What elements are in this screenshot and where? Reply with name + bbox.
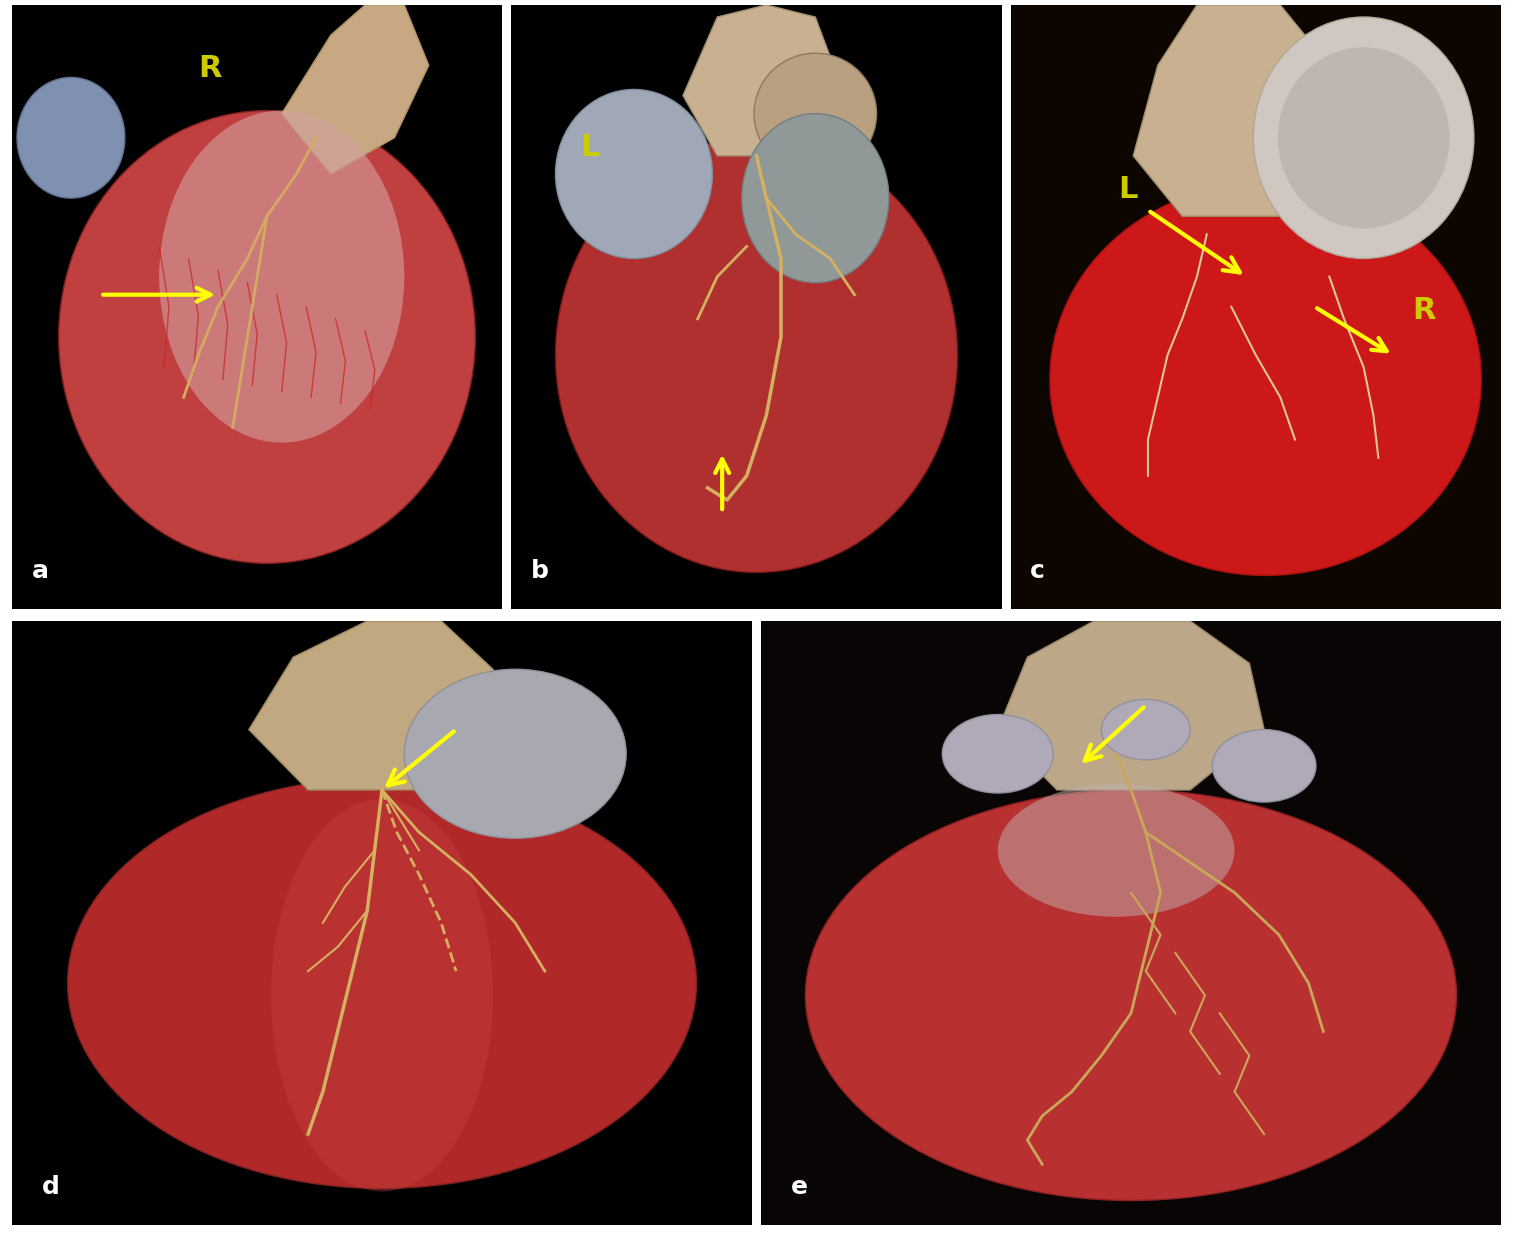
Ellipse shape — [404, 669, 626, 839]
Polygon shape — [997, 621, 1265, 790]
Ellipse shape — [997, 784, 1235, 917]
Polygon shape — [1133, 5, 1344, 216]
Text: a: a — [32, 559, 48, 584]
Ellipse shape — [159, 110, 404, 443]
Text: d: d — [42, 1175, 59, 1200]
Ellipse shape — [753, 53, 876, 174]
Text: c: c — [1030, 559, 1045, 584]
Text: e: e — [791, 1175, 808, 1200]
Ellipse shape — [1212, 730, 1316, 802]
Text: L: L — [1118, 176, 1138, 204]
Text: L: L — [579, 132, 599, 162]
Text: R: R — [198, 54, 222, 83]
Polygon shape — [511, 5, 1002, 609]
Polygon shape — [12, 5, 502, 609]
Polygon shape — [281, 5, 428, 174]
Polygon shape — [248, 621, 516, 790]
Polygon shape — [1011, 5, 1501, 609]
Ellipse shape — [59, 110, 475, 563]
Ellipse shape — [17, 78, 126, 198]
Ellipse shape — [271, 799, 493, 1191]
Ellipse shape — [1050, 183, 1481, 575]
Ellipse shape — [741, 114, 888, 282]
Ellipse shape — [1278, 47, 1449, 229]
Ellipse shape — [805, 790, 1457, 1200]
Text: R: R — [1413, 296, 1436, 325]
Text: b: b — [531, 559, 549, 584]
Ellipse shape — [1253, 17, 1474, 259]
Ellipse shape — [1101, 699, 1191, 760]
Polygon shape — [12, 621, 752, 1225]
Ellipse shape — [943, 715, 1053, 793]
Ellipse shape — [555, 137, 958, 573]
Polygon shape — [682, 5, 844, 156]
Polygon shape — [761, 621, 1501, 1225]
Ellipse shape — [555, 89, 713, 259]
Ellipse shape — [68, 778, 696, 1189]
